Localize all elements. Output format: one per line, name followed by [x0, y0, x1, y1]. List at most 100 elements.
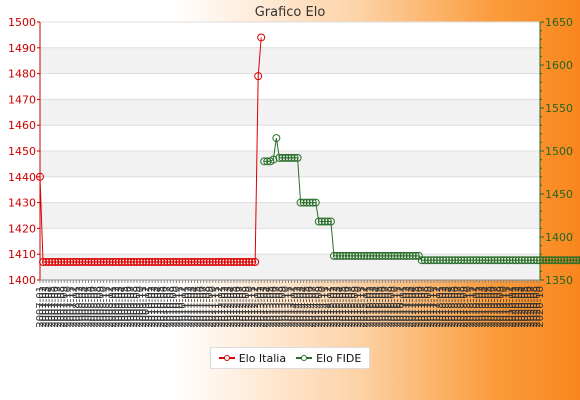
- data-point-elo-italia: [102, 257, 111, 266]
- x-tick-label: 2016-09: [387, 286, 398, 328]
- data-point-elo-italia: [84, 257, 93, 266]
- x-tick-label: 2016-04: [371, 286, 382, 328]
- x-tick-label: 2007-11: [65, 286, 76, 328]
- x-tick-label: 2010-03: [150, 286, 161, 328]
- x-tick-label: 2010-01: [144, 286, 155, 328]
- x-tick-label: 2018-07: [453, 286, 464, 328]
- data-point-elo-fide: [275, 153, 284, 162]
- left-tick-label: 1490: [8, 42, 36, 55]
- data-point-elo-fide: [448, 256, 457, 265]
- x-tick-label: 2020-09: [532, 286, 543, 328]
- data-point-elo-fide: [360, 251, 369, 260]
- data-point-elo-fide: [281, 153, 290, 162]
- x-tick-label: 2009-03: [114, 286, 125, 328]
- data-point-elo-fide: [326, 217, 335, 226]
- x-tick-label: 2011-02: [183, 286, 194, 328]
- data-point-elo-italia: [63, 257, 72, 266]
- x-tick-label: 2020-08: [529, 286, 540, 328]
- x-tick-label: 2008-04: [80, 286, 91, 328]
- x-tick-label: 2011-05: [193, 286, 204, 328]
- data-point-elo-fide: [505, 256, 514, 265]
- x-tick-label: 2011-07: [199, 286, 210, 328]
- x-tick-label: 2011-10: [208, 286, 219, 328]
- x-tick-label: 2007-03: [41, 286, 52, 328]
- data-point-elo-fide: [299, 198, 308, 207]
- x-tick-label: 2020-10: [535, 286, 546, 328]
- legend-swatch-elo-italia: [218, 355, 235, 361]
- data-point-elo-fide: [345, 251, 354, 260]
- data-point-elo-italia: [126, 257, 135, 266]
- legend-swatch-elo-fide: [296, 355, 313, 361]
- data-point-elo-italia: [139, 257, 148, 266]
- x-tick-label: 2013-10: [280, 286, 291, 328]
- x-tick-label: 2008-12: [105, 286, 116, 328]
- legend-item-elo-italia[interactable]: Elo Italia: [218, 352, 286, 365]
- data-point-elo-fide: [502, 256, 511, 265]
- x-tick-label: 2014-08: [311, 286, 322, 328]
- x-tick-label: 2007-06: [50, 286, 61, 328]
- x-tick-label: 2010-04: [153, 286, 164, 328]
- left-tick-label: 1430: [8, 197, 36, 210]
- data-point-elo-italia: [132, 257, 141, 266]
- x-tick-label: 2016-08: [383, 286, 394, 328]
- x-tick-label: 2013-11: [283, 286, 294, 328]
- legend-item-elo-fide[interactable]: Elo FIDE: [296, 352, 361, 365]
- data-point-elo-italia: [123, 257, 132, 266]
- x-tick-label: 2018-03: [441, 286, 452, 328]
- data-point-elo-italia: [78, 257, 87, 266]
- left-tick-label: 1400: [8, 274, 36, 287]
- x-tick-label: 2012-04: [226, 286, 237, 328]
- data-point-elo-italia: [81, 257, 90, 266]
- data-point-elo-fide: [445, 256, 454, 265]
- data-point-elo-fide: [551, 256, 560, 265]
- x-tick-label: 2008-08: [93, 286, 104, 328]
- data-point-elo-fide: [293, 153, 302, 162]
- data-point-elo-fide: [560, 256, 569, 265]
- x-tick-label: 2010-06: [159, 286, 170, 328]
- data-point-elo-italia: [236, 257, 244, 266]
- data-point-elo-fide: [454, 256, 463, 265]
- data-point-elo-italia: [248, 257, 257, 266]
- data-point-elo-italia: [87, 257, 96, 266]
- left-tick-label: 1440: [8, 171, 36, 184]
- x-tick-label: 2019-09: [496, 286, 507, 328]
- x-tick-label: 2018-01: [435, 286, 446, 328]
- x-tick-label: 2014-12: [323, 286, 334, 328]
- data-point-elo-fide: [469, 256, 478, 265]
- x-tick-label: 2007-04: [44, 286, 55, 328]
- x-tick-label: 2009-04: [117, 286, 128, 328]
- data-point-elo-fide: [463, 256, 472, 265]
- x-tick-label: 2019-12: [505, 286, 516, 328]
- x-tick-label: 2019-04: [480, 286, 491, 328]
- x-tick-label: 2018-11: [465, 286, 476, 328]
- data-point-elo-fide: [336, 251, 344, 260]
- x-tick-label: 2020-01: [508, 286, 519, 328]
- x-tick-label: 2015-03: [332, 286, 343, 328]
- x-tick-label: 2014-11: [320, 286, 331, 328]
- x-tick-label: 2009-08: [129, 286, 140, 328]
- x-tick-label: 2019-03: [477, 286, 488, 328]
- x-tick-label: 2009-05: [120, 286, 131, 328]
- data-point-elo-fide: [417, 256, 426, 265]
- series-elo-italia: [36, 33, 266, 266]
- data-point-elo-italia: [151, 257, 160, 266]
- x-tick-label: 2014-03: [296, 286, 307, 328]
- data-point-elo-fide: [499, 256, 508, 265]
- left-tick-label: 1410: [8, 248, 36, 261]
- data-point-elo-fide: [442, 256, 451, 265]
- x-tick-label: 2016-12: [396, 286, 407, 328]
- x-tick-label: 2020-05: [520, 286, 531, 328]
- data-point-elo-italia: [254, 72, 263, 81]
- data-point-elo-italia: [145, 257, 154, 266]
- data-point-elo-fide: [487, 256, 496, 265]
- left-tick-label: 1500: [8, 16, 36, 29]
- data-point-elo-italia: [223, 257, 232, 266]
- data-point-elo-italia: [51, 257, 60, 266]
- data-point-elo-italia: [157, 257, 166, 266]
- data-point-elo-fide: [320, 217, 329, 226]
- data-point-elo-italia: [199, 257, 208, 266]
- data-point-elo-fide: [436, 256, 444, 265]
- data-point-elo-italia: [242, 257, 251, 266]
- data-point-elo-fide: [393, 251, 402, 260]
